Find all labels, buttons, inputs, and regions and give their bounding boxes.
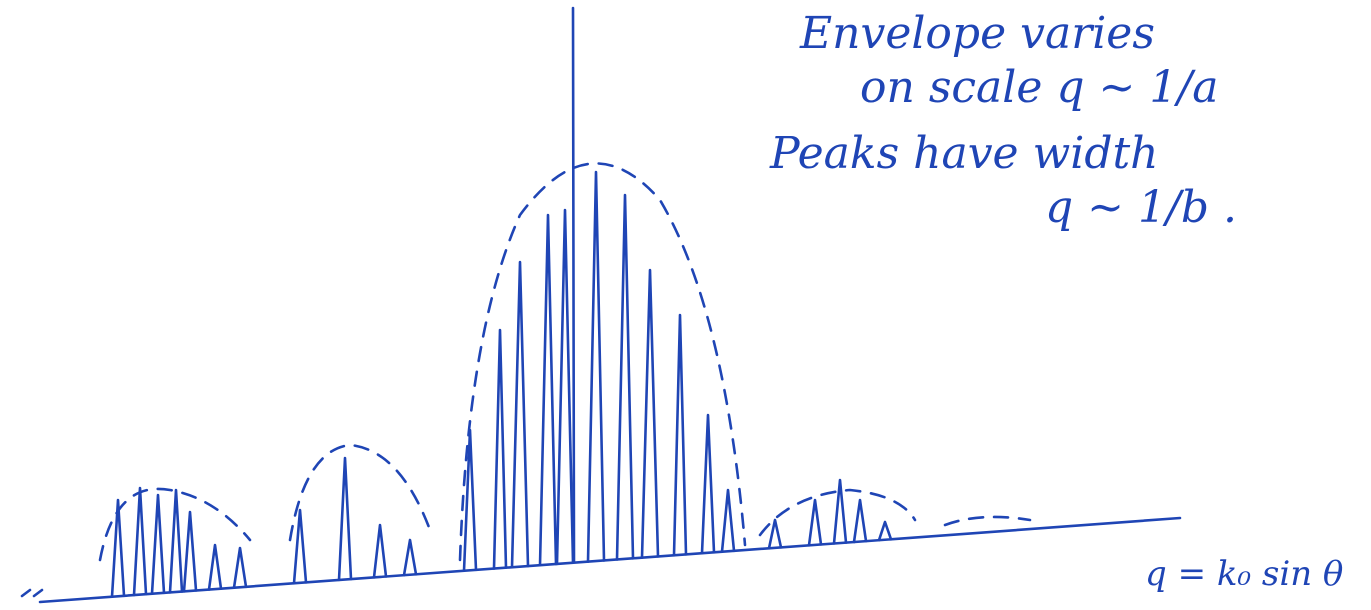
sketch: Envelope varies on scale q ~ 1/a Peaks h… xyxy=(0,0,1371,610)
annotation: on scale q ~ 1/a xyxy=(860,62,1218,113)
annotation: Envelope varies xyxy=(799,8,1155,59)
axis-label: q = k₀ sin θ xyxy=(1145,554,1343,594)
vertical-axis xyxy=(573,8,574,562)
annotation: Peaks have width xyxy=(769,128,1159,179)
annotation: q ~ 1/b . xyxy=(1045,182,1237,233)
page: Envelope varies on scale q ~ 1/a Peaks h… xyxy=(0,0,1371,610)
